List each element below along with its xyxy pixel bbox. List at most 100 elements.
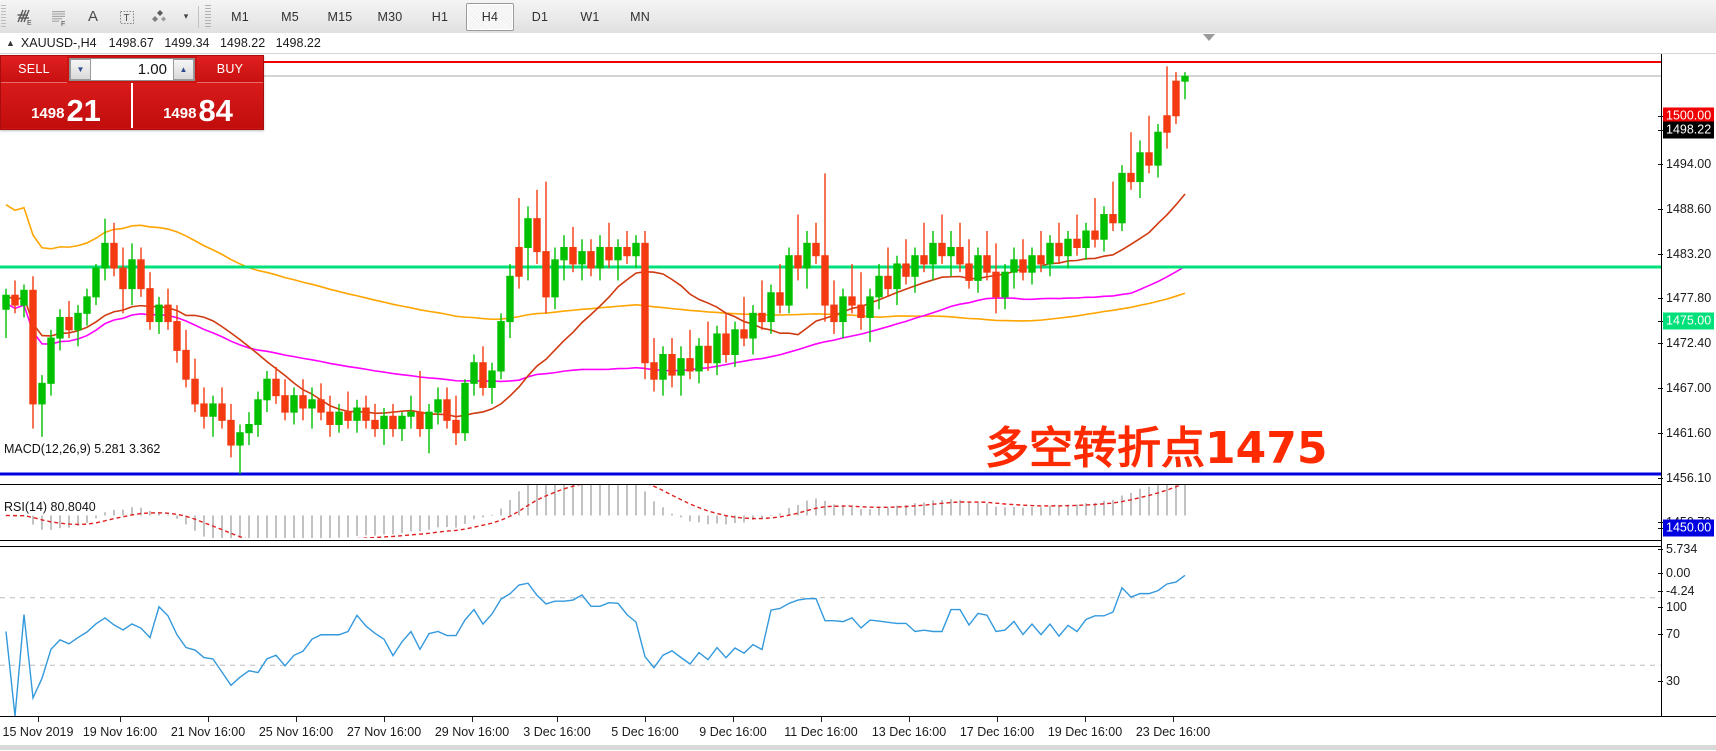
candlestick [479, 346, 487, 396]
candlestick [371, 403, 379, 437]
toolbar-separator [198, 5, 199, 28]
candlestick [272, 366, 280, 404]
timeframe-w1[interactable]: W1 [580, 9, 600, 24]
time-tick [38, 717, 39, 722]
timeframe-mn[interactable]: MN [630, 9, 650, 24]
macd-histogram-bar [500, 508, 502, 516]
candlestick [515, 198, 523, 289]
price-axis-label: 1488.60 [1666, 202, 1712, 216]
grid-icon[interactable]: F [42, 3, 76, 31]
time-tick [645, 717, 646, 722]
chart-area[interactable]: MACD(12,26,9) 5.281 3.362 RSI(14) 80.804… [0, 34, 1716, 750]
macd-histogram-bar [356, 515, 358, 536]
volume-increase-button[interactable]: ▲ [173, 59, 194, 80]
timeframe-d1[interactable]: D1 [531, 9, 549, 24]
macd-histogram-bar [1040, 507, 1042, 516]
timeframe-h4[interactable]: H4 [466, 2, 514, 31]
macd-histogram-bar [1157, 485, 1159, 516]
time-axis-label: 25 Nov 16:00 [258, 725, 334, 739]
toolbar-grip[interactable] [1, 4, 6, 29]
axis-tick [1658, 343, 1663, 344]
timeframe-m15[interactable]: M15 [327, 9, 353, 24]
axis-tick [1658, 591, 1663, 592]
candlestick [1118, 165, 1126, 232]
candlestick [776, 263, 784, 314]
time-axis-label: 11 Dec 16:00 [784, 725, 858, 739]
candlestick [848, 263, 856, 314]
candlestick [425, 403, 433, 454]
window-bottom-edge [0, 745, 1716, 750]
macd-histogram-bar [428, 515, 430, 530]
price-level-line[interactable] [0, 61, 1661, 63]
buy-button[interactable]: BUY [197, 56, 263, 83]
macd-histogram-bar [311, 515, 313, 539]
candlestick [74, 305, 82, 347]
macd-histogram-bar [68, 515, 70, 528]
macd-chart-svg [5, 485, 1186, 540]
collapse-arrow-icon[interactable]: ▲ [6, 37, 15, 48]
text-icon-glyph: A [87, 8, 98, 25]
ask-price[interactable]: 1498 84 [133, 83, 263, 128]
time-tick [821, 717, 822, 722]
macd-histogram-bar [302, 515, 304, 540]
macd-pane[interactable] [0, 484, 1661, 541]
candlestick [308, 387, 316, 429]
candlestick [587, 239, 595, 277]
axis-tick [1658, 573, 1663, 574]
macd-histogram-bar [194, 515, 196, 531]
volume-decrease-button[interactable]: ▼ [70, 59, 91, 80]
time-axis-label: 29 Nov 16:00 [434, 725, 510, 739]
candlestick [857, 272, 865, 330]
macd-histogram-bar [986, 503, 988, 516]
candlestick [344, 391, 352, 429]
price-label-highlight: 1500.00 [1663, 107, 1715, 125]
rsi-pane[interactable] [0, 546, 1661, 717]
candlestick [1163, 66, 1171, 149]
price-pane[interactable] [0, 54, 1661, 478]
timeframe-h1[interactable]: H1 [431, 9, 449, 24]
candlestick [866, 288, 874, 343]
chevron-down-icon[interactable]: ▾ [178, 3, 194, 31]
text-icon[interactable]: A [76, 3, 110, 31]
candlestick [11, 280, 19, 314]
macd-histogram-bar [689, 515, 691, 522]
macd-histogram-bar [104, 512, 106, 516]
timeframe-toolbar-grip[interactable] [205, 4, 211, 29]
candlestick [1082, 222, 1090, 260]
macd-histogram-bar [788, 508, 790, 516]
candlestick [119, 247, 127, 314]
candlestick [20, 284, 28, 318]
macd-histogram-bar [554, 485, 556, 516]
time-tick [384, 717, 385, 722]
bid-price[interactable]: 1498 21 [1, 83, 131, 128]
timeframe-m30[interactable]: M30 [377, 9, 403, 24]
macd-histogram-bar [347, 515, 349, 538]
candlestick [209, 395, 217, 437]
price-level-line[interactable] [0, 265, 1661, 269]
macd-histogram-bar [1067, 504, 1069, 516]
macd-histogram-bar [590, 485, 592, 516]
candlestick [1028, 247, 1036, 285]
time-tick [472, 717, 473, 722]
macd-histogram-bar [932, 500, 934, 516]
macd-histogram-bar [734, 515, 736, 523]
timeframe-m1[interactable]: M1 [231, 9, 249, 24]
volume-input[interactable]: 1.00 [137, 61, 167, 78]
macd-histogram-bar [338, 515, 340, 538]
objects-icon[interactable] [144, 3, 178, 31]
macd-histogram-bar [140, 507, 142, 516]
macd-histogram-bar [320, 515, 322, 539]
text-label-icon[interactable]: T [110, 3, 144, 31]
indicators-icon[interactable]: E [8, 3, 42, 31]
bid-price-prefix: 1498 [31, 105, 65, 122]
timeframe-m5[interactable]: M5 [281, 9, 299, 24]
macd-histogram-bar [797, 504, 799, 516]
volume-stepper[interactable]: ▼ 1.00 ▲ [69, 58, 195, 81]
macd-histogram-bar [221, 515, 223, 540]
price-level-line[interactable] [0, 472, 1661, 476]
candlestick [362, 395, 370, 429]
one-click-trading-panel[interactable]: SELL ▼ 1.00 ▲ BUY 1498 21 1498 84 [0, 55, 264, 130]
price-level-line[interactable] [0, 75, 1661, 77]
candlestick [182, 329, 190, 388]
sell-button[interactable]: SELL [1, 56, 67, 83]
